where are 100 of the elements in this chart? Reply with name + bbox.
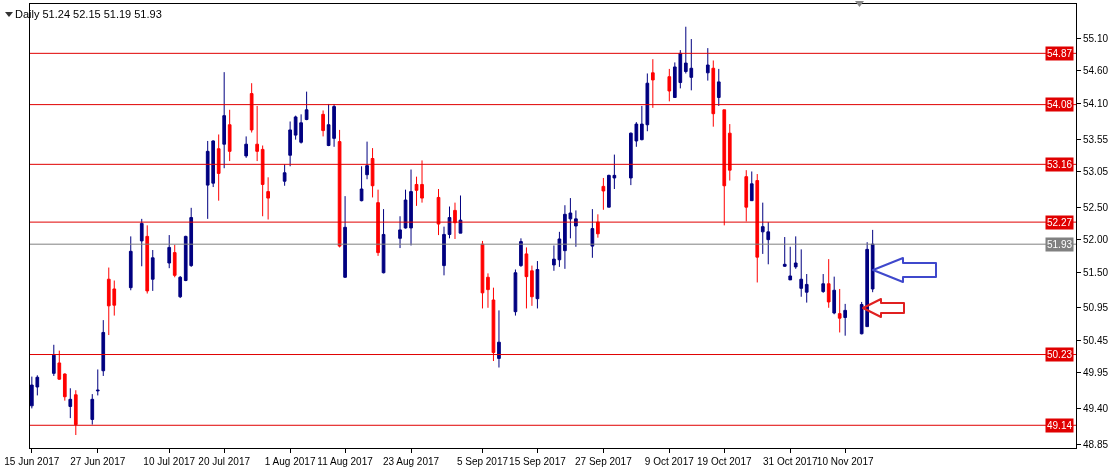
y-tick-label: 53.05 [1083, 165, 1109, 177]
ref-line-label: 54.87 [1047, 48, 1073, 59]
candlestick [128, 235, 133, 291]
candlestick [288, 120, 292, 167]
candlestick [667, 68, 672, 102]
candlestick [139, 218, 144, 267]
ref-line-label: 51.93 [1047, 239, 1073, 250]
candlestick [870, 229, 875, 293]
y-tick-label: 51.50 [1083, 266, 1109, 278]
candlestick [843, 303, 848, 337]
candlestick [821, 273, 826, 294]
y-tick-label: 54.60 [1083, 65, 1109, 77]
candlestick [282, 163, 287, 187]
y-tick-label: 53.55 [1083, 133, 1109, 145]
candlestick [832, 276, 837, 315]
candlestick [705, 47, 710, 82]
candlestick [596, 213, 600, 239]
candlestick [321, 109, 325, 137]
candlestick [458, 194, 463, 234]
candlestick [513, 268, 518, 317]
candlestick [376, 189, 380, 257]
candlestick [343, 195, 347, 279]
x-tick-label: 1 Aug 2017 [264, 456, 316, 467]
candlestick [150, 249, 155, 292]
candlestick [178, 275, 183, 299]
candlestick [793, 235, 798, 270]
candlestick [590, 208, 595, 259]
x-tick-label: 9 Oct 2017 [644, 456, 695, 467]
y-tick-label: 49.95 [1083, 367, 1109, 379]
candlestick [68, 387, 73, 419]
candlestick [799, 248, 804, 298]
candlestick [216, 133, 221, 202]
x-tick-label: 31 Oct 2017 [762, 456, 818, 467]
y-tick-label: 55.10 [1083, 32, 1109, 44]
candlestick [57, 350, 62, 381]
candlestick [447, 206, 452, 239]
x-tick-label: 20 Jul 2017 [198, 456, 251, 467]
candlestick [51, 344, 56, 377]
y-tick-label: 54.10 [1083, 97, 1109, 109]
candlestick [167, 234, 172, 269]
candlestick [222, 71, 227, 169]
x-tick-label: 23 Aug 2017 [382, 456, 440, 467]
y-tick-label: 48.85 [1083, 438, 1109, 450]
candlestick [727, 123, 732, 182]
candlestick [530, 265, 534, 307]
x-tick-label: 10 Jul 2017 [143, 456, 196, 467]
candlestick [480, 240, 485, 309]
ref-line-label: 49.14 [1047, 420, 1073, 431]
candlestick [497, 309, 501, 369]
candlestick [101, 319, 106, 377]
candlestick [837, 288, 842, 333]
candlestick [172, 244, 177, 278]
candlestick [62, 372, 67, 402]
x-tick-label: 11 Aug 2017 [317, 456, 374, 467]
candlestick [304, 91, 309, 121]
candlestick [711, 59, 716, 128]
candlestick [755, 173, 760, 283]
x-tick-label: 15 Jun 2017 [4, 456, 60, 467]
x-tick-label: 10 Nov 2017 [816, 456, 874, 467]
candlestick [95, 368, 100, 396]
candlestick [804, 273, 809, 304]
y-tick-label: 52.00 [1083, 234, 1109, 246]
candlestick [227, 109, 232, 162]
candlestick [491, 287, 496, 362]
candlestick [260, 145, 265, 217]
candlestick [722, 109, 727, 226]
y-tick-label: 50.95 [1083, 302, 1109, 314]
candlestick [381, 208, 386, 274]
candlestick [370, 147, 375, 198]
ref-line-label: 50.23 [1047, 349, 1073, 360]
y-tick-label: 50.45 [1083, 334, 1109, 346]
candlestick [255, 105, 259, 162]
candlestick [442, 226, 446, 276]
y-tick-label: 52.50 [1083, 201, 1109, 213]
candlestick [601, 177, 606, 211]
y-tick-label: 49.40 [1083, 402, 1109, 414]
x-tick-label: 27 Jun 2017 [70, 456, 126, 467]
candlestick [535, 260, 540, 309]
x-tick-label: 19 Oct 2017 [697, 456, 752, 467]
ref-line-label: 52.27 [1047, 217, 1073, 228]
candlestick [365, 141, 369, 180]
candlestick [519, 237, 523, 268]
candlestick [359, 165, 364, 202]
candlestick [244, 135, 249, 159]
x-tick-label: 5 Sep 2017 [456, 456, 509, 467]
candlestick [826, 258, 831, 309]
candlestick [524, 246, 529, 309]
candlestick [788, 246, 793, 281]
x-tick-label: 15 Sep 2017 [509, 456, 567, 467]
candlestick [486, 272, 490, 309]
candlestick [145, 224, 150, 295]
candlestick [716, 68, 721, 107]
candlestick [744, 169, 749, 222]
candlestick [90, 393, 95, 426]
candlestick [266, 176, 270, 221]
candlestick [398, 215, 402, 249]
candlestick [650, 58, 655, 109]
candlestick [453, 202, 457, 240]
candlestick [337, 129, 342, 248]
ref-line-label: 54.08 [1047, 99, 1073, 110]
